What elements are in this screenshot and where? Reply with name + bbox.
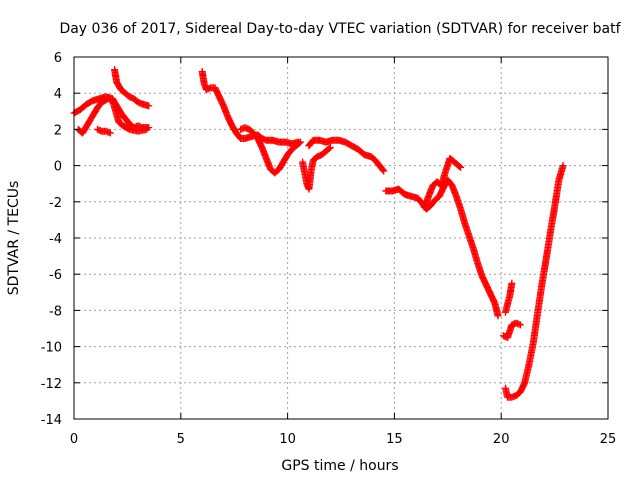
data-point <box>145 102 153 110</box>
data-points <box>70 66 567 401</box>
x-tick-label: 20 <box>493 432 510 447</box>
y-tick-label: -10 <box>41 341 62 356</box>
data-point <box>295 139 303 147</box>
y-tick-label: 4 <box>54 87 62 102</box>
y-tick-label: -6 <box>49 268 62 283</box>
data-point <box>494 312 502 320</box>
data-point <box>508 279 516 287</box>
chart-title: Day 036 of 2017, Sidereal Day-to-day VTE… <box>59 21 621 37</box>
x-tick-label: 25 <box>600 432 617 447</box>
x-axis-title: GPS time / hours <box>281 458 398 474</box>
y-tick-label: -2 <box>49 196 62 211</box>
data-point <box>457 163 465 171</box>
x-tick-label: 5 <box>177 432 185 447</box>
x-tick-label: 15 <box>386 432 403 447</box>
y-tick-label: -12 <box>41 377 62 392</box>
data-point <box>326 144 334 151</box>
axis-ticks: 0 5 10 15 20 25 -14 -12 -10 -8 -6 -4 -2 0 2 4 6 <box>41 51 617 447</box>
y-tick-label: -8 <box>49 304 62 319</box>
data-point <box>456 163 464 171</box>
x-tick-label: 10 <box>279 432 296 447</box>
y-tick-label: 6 <box>54 51 62 66</box>
y-tick-label: 0 <box>54 160 62 175</box>
data-point <box>379 166 387 174</box>
grid <box>74 57 608 419</box>
data-point <box>106 129 114 137</box>
y-tick-label: -4 <box>49 232 62 247</box>
y-tick-label: -14 <box>41 413 62 428</box>
y-axis-title: SDTVAR / TECUs <box>6 181 22 296</box>
data-point <box>380 167 388 175</box>
data-point <box>296 138 304 146</box>
y-tick-label: 2 <box>54 123 62 138</box>
data-point <box>143 125 151 133</box>
data-point <box>516 321 524 329</box>
data-point <box>325 144 333 152</box>
x-tick-label: 0 <box>70 432 78 447</box>
data-point <box>559 162 567 170</box>
